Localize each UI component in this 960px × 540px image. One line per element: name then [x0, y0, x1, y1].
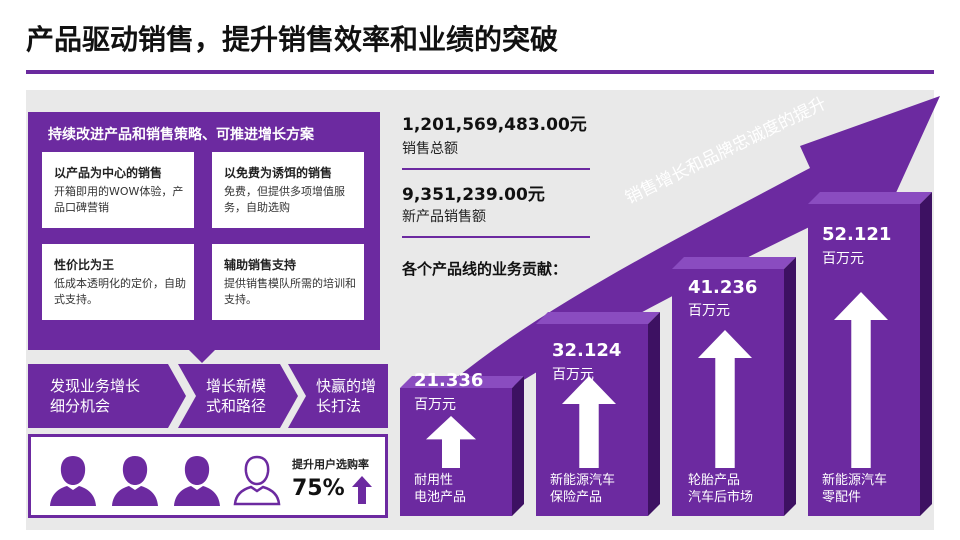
card-body: 开箱即用的WOW体验，产品口碑营销 [54, 185, 184, 214]
page-title: 产品驱动销售，提升销售效率和业绩的突破 [26, 23, 559, 56]
chevron-step-new-model: 增长新模 式和路径 [178, 364, 298, 428]
growth-arrow [400, 96, 940, 428]
bar-value-label: 21.336 [414, 370, 484, 391]
total-sales-value: 1,201,569,483.00元 [402, 115, 587, 135]
card-title: 以免费为诱饵的销售 [224, 166, 333, 180]
bar-top-face [672, 257, 796, 269]
bar-arrow-up-icon [426, 416, 476, 468]
strategy-card-sales-support: 辅助销售支持 提供销售模队所需的培训和支持。 [212, 244, 364, 320]
chevron-line: 发现业务增长 [50, 377, 141, 395]
bar-value-label: 52.121 [822, 224, 892, 245]
card-body: 低成本透明化的定价，自助式支持。 [54, 277, 186, 306]
card-body: 提供销售模队所需的培训和支持。 [224, 277, 356, 306]
bar-unit-label: 百万元 [822, 251, 864, 267]
bar-category-label: 新能源汽车 零配件 [822, 472, 932, 506]
bar-side-face [920, 192, 932, 516]
chevron-line: 增长新模 [206, 377, 267, 395]
bar-side-face [784, 257, 796, 516]
stat-divider [402, 236, 590, 238]
chevron-step-quick-win: 快赢的增 长打法 [288, 364, 388, 428]
card-body: 免费，但提供多项增值服务，自助选购 [224, 185, 345, 214]
bar-side-face [648, 312, 660, 516]
category-line: 耐用性 [414, 473, 454, 488]
new-product-sales-label: 新产品销售额 [402, 209, 486, 225]
title-divider [26, 70, 934, 74]
category-line: 电池产品 [414, 490, 467, 505]
bar-unit-label: 百万元 [414, 397, 456, 413]
total-sales-label: 销售总额 [402, 141, 458, 157]
bar-arrow-up-icon [698, 330, 752, 468]
stat-divider [402, 168, 590, 170]
bar-top-face [536, 312, 660, 324]
bar-side-face [512, 376, 524, 516]
bar-category-label: 耐用性 电池产品 [414, 472, 524, 506]
strategy-card-product-centric: 以产品为中心的销售 开箱即用的WOW体验，产品口碑营销 [42, 152, 194, 228]
chevron-line: 长打法 [316, 397, 362, 415]
bar-value-label: 32.124 [552, 340, 622, 361]
category-line: 轮胎产品 [688, 473, 741, 488]
arrow-up-icon [352, 476, 372, 504]
strategy-card-value: 性价比为王 低成本透明化的定价，自助式支持。 [42, 244, 194, 320]
category-line: 汽车后市场 [688, 490, 754, 505]
chevron-step-discover: 发现业务增长 细分机会 [28, 364, 186, 428]
card-title: 辅助销售支持 [224, 258, 297, 272]
rate-label: 提升用户选购率 [292, 458, 369, 471]
new-product-sales-value: 9,351,239.00元 [402, 185, 545, 205]
bar-arrow-up-icon [834, 292, 888, 468]
category-line: 零配件 [822, 490, 862, 505]
bar-value-label: 41.236 [688, 277, 758, 298]
bar-top-face [400, 376, 524, 388]
category-line: 保险产品 [550, 490, 603, 505]
user-filled-icon [112, 456, 158, 506]
category-line: 新能源汽车 [822, 473, 888, 488]
bar-top-face [808, 192, 932, 204]
strategy-header: 持续改进产品和销售策略、可推进增长方案 [48, 127, 314, 143]
category-line: 新能源汽车 [550, 473, 616, 488]
bar-category-label: 新能源汽车 保险产品 [550, 472, 660, 506]
strategy-pointer [188, 349, 216, 363]
card-title: 以产品为中心的销售 [54, 166, 163, 180]
rate-value: 75% [292, 476, 345, 501]
chevron-line: 式和路径 [206, 397, 267, 415]
bar-arrow-up-icon [562, 376, 616, 468]
user-filled-icon [174, 456, 220, 506]
strategy-card-freemium: 以免费为诱饵的销售 免费，但提供多项增值服务，自助选购 [212, 152, 364, 228]
chevron-line: 细分机会 [50, 397, 111, 415]
bar-unit-label: 百万元 [688, 303, 730, 319]
card-title: 性价比为王 [54, 258, 115, 272]
bar-category-label: 轮胎产品 汽车后市场 [688, 472, 798, 506]
chevron-line: 快赢的增 [316, 377, 377, 395]
user-filled-icon [50, 456, 96, 506]
contribution-label: 各个产品线的业务贡献： [402, 260, 568, 278]
user-outline-icon [233, 455, 281, 506]
bar-unit-label: 百万元 [552, 367, 594, 383]
